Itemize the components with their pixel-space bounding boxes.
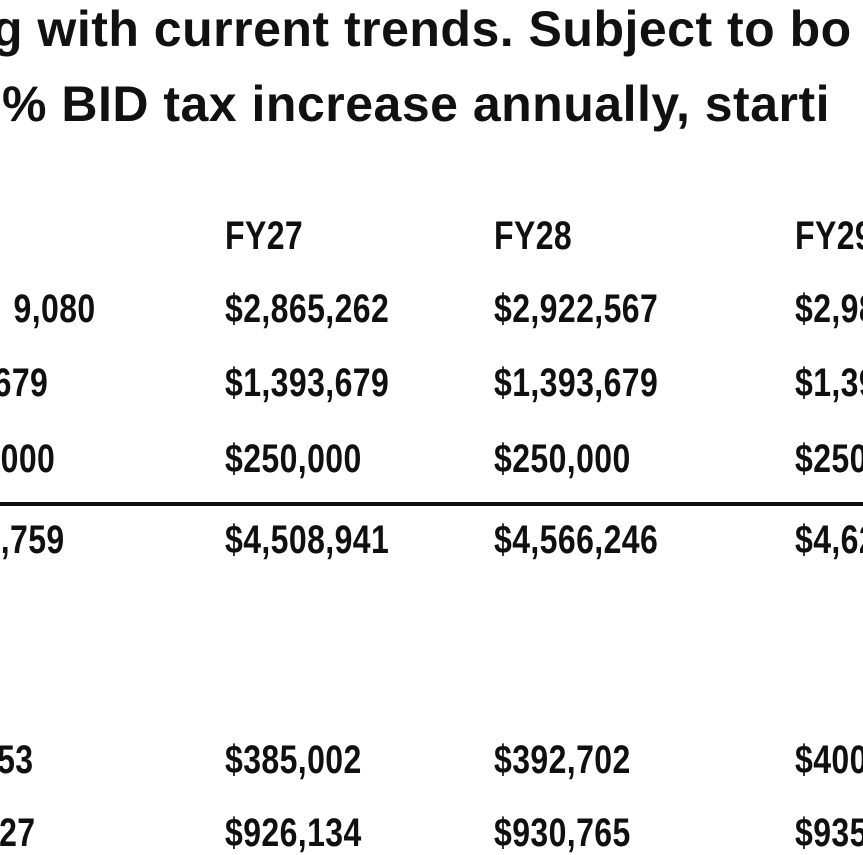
table-cell-fy28-row1: $2,922,567 xyxy=(494,287,659,331)
table-cell-fy27-row3: $250,000 xyxy=(225,437,362,481)
table-cell-fy28-row2: $1,393,679 xyxy=(494,361,659,405)
heading-note-line2: % BID tax increase annually, starti xyxy=(2,76,830,132)
table-total-divider xyxy=(0,502,863,506)
table-cell-fy28-total: $4,566,246 xyxy=(494,518,659,562)
table-cell-fy26-total: 2,759 xyxy=(0,518,65,562)
table-cell-fy26-lower1: 53 xyxy=(0,738,33,782)
table-cell-fy29-row3: $250 xyxy=(795,437,863,481)
table-cell-fy27-row1: $2,865,262 xyxy=(225,287,390,331)
table-cell-fy28-row3: $250,000 xyxy=(494,437,631,481)
table-cell-fy27-row2: $1,393,679 xyxy=(225,361,390,405)
table-cell-fy29-row2: $1,39 xyxy=(795,361,863,405)
col-header-fy28: FY28 xyxy=(494,214,573,258)
table-cell-fy29-row1: $2,98 xyxy=(795,287,863,331)
table-cell-fy29-total: $4,62 xyxy=(795,518,863,562)
table-cell-fy28-lower2: $930,765 xyxy=(494,811,631,855)
table-cell-fy29-lower2: $935 xyxy=(795,811,863,855)
table-cell-fy27-total: $4,508,941 xyxy=(225,518,390,562)
table-cell-fy26-row3: 000 xyxy=(0,437,55,481)
table-cell-fy28-lower1: $392,702 xyxy=(494,738,631,782)
table-cell-fy27-lower1: $385,002 xyxy=(225,738,362,782)
table-cell-fy29-lower1: $400 xyxy=(795,738,863,782)
table-cell-fy26-row1: 9,080 xyxy=(13,287,96,331)
table-cell-fy26-lower2: 27 xyxy=(0,811,35,855)
table-cell-fy27-lower2: $926,134 xyxy=(225,811,362,855)
col-header-fy27: FY27 xyxy=(225,214,304,258)
table-cell-fy26-row2: 679 xyxy=(0,361,48,405)
heading-note-line1: g with current trends. Subject to bo xyxy=(0,1,852,57)
